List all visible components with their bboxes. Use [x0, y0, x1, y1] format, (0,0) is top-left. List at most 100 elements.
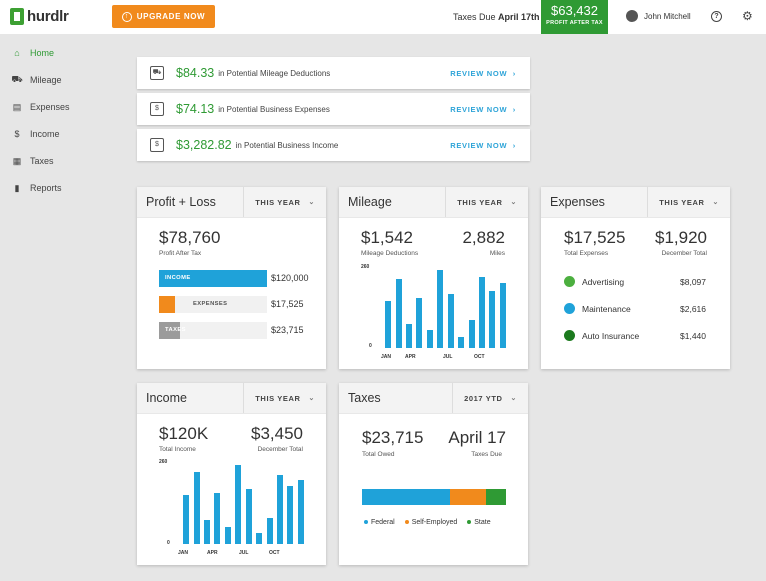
chart-bar — [395, 278, 402, 348]
logo-text: hurdlr — [27, 8, 69, 25]
taxes-bar-label: TAXES — [165, 327, 186, 333]
sidebar-item-taxes[interactable]: ▦ Taxes — [12, 156, 54, 167]
category-label: Advertising — [582, 276, 625, 287]
chart-plot — [181, 463, 306, 544]
sidebar-item-label: Home — [30, 48, 55, 58]
legend-dot — [404, 520, 409, 525]
range-dropdown[interactable]: THIS YEAR ⌄ — [647, 187, 730, 217]
self-employed-segment — [449, 489, 486, 505]
money-icon: $ — [150, 138, 164, 152]
card-header: Expenses THIS YEAR ⌄ — [541, 187, 730, 218]
mileage-deductions-value: $1,542 — [361, 228, 413, 247]
hurdlr-logo[interactable]: hurdlr — [10, 8, 69, 25]
card-title: Income — [146, 391, 187, 405]
deduction-amount: $3,282.82 — [176, 138, 232, 152]
chart-bar — [478, 277, 485, 348]
profit-amount: $63,432 — [551, 3, 598, 18]
chart-bar — [287, 486, 294, 544]
x-label: JUL — [239, 550, 249, 556]
user-menu[interactable]: John Mitchell — [626, 10, 691, 22]
chevron-down-icon: ⌄ — [510, 199, 517, 206]
chart-bar — [297, 480, 304, 544]
review-now-link[interactable]: REVIEW NOW › — [450, 140, 516, 150]
review-now-label: REVIEW NOW — [450, 140, 508, 150]
x-label: APR — [207, 550, 218, 556]
sidebar-item-reports[interactable]: ▮ Reports — [12, 182, 62, 194]
y-max-label: 260 — [159, 459, 168, 465]
total-income-label: Total Income — [159, 446, 196, 453]
total-expenses-value: $17,525 — [564, 228, 626, 247]
expense-category-row[interactable]: Auto Insurance $1,440 — [564, 330, 706, 341]
sidebar-item-income[interactable]: $ Income — [12, 129, 59, 139]
range-label: THIS YEAR — [255, 393, 301, 403]
expenses-value: $17,525 — [271, 299, 304, 309]
arrow-up-icon: ↑ — [121, 11, 132, 22]
sidebar-item-mileage[interactable]: ⛟ Mileage — [11, 74, 62, 85]
help-icon[interactable]: ? — [711, 11, 722, 22]
range-dropdown[interactable]: THIS YEAR ⌄ — [445, 187, 528, 217]
mileage-deduction-row[interactable]: ⛟ $84.33 in Potential Mileage Deductions… — [137, 57, 530, 89]
chart-icon: ▮ — [14, 182, 20, 193]
car-icon: ⛟ — [11, 74, 23, 84]
chart-bar — [204, 520, 211, 544]
gear-icon[interactable]: ⚙ — [742, 9, 753, 23]
expense-category-row[interactable]: Advertising $8,097 — [564, 276, 706, 287]
sidebar-item-label: Mileage — [30, 75, 62, 85]
review-now-link[interactable]: REVIEW NOW › — [450, 68, 516, 78]
taxes-due-date: April 17th — [498, 12, 540, 22]
chart-bar — [458, 337, 465, 348]
expenses-card: Expenses THIS YEAR ⌄ $17,525 Total Expens… — [541, 187, 730, 369]
card-title: Taxes — [348, 391, 381, 405]
upgrade-button[interactable]: ↑ UPGRADE NOW — [112, 5, 215, 28]
x-label: JAN — [178, 550, 189, 556]
x-label: APR — [405, 354, 416, 360]
december-income-value: $3,450 — [251, 424, 303, 443]
mileage-chart: 260 0 JAN APR JUL OCT — [361, 264, 511, 361]
profit-after-tax-box[interactable]: $63,432 PROFIT AFTER TAX — [541, 0, 608, 34]
range-label: 2017 YTD — [464, 393, 503, 403]
income-bar-label: INCOME — [165, 275, 191, 281]
chevron-down-icon: ⌄ — [308, 395, 315, 402]
review-now-link[interactable]: REVIEW NOW › — [450, 104, 516, 114]
chart-bar — [235, 464, 242, 544]
chart-bar — [437, 269, 444, 348]
card-title: Expenses — [550, 195, 605, 209]
receipt-icon: $ — [150, 102, 164, 116]
income-value: $120,000 — [271, 273, 309, 283]
total-expenses-label: Total Expenses — [564, 250, 609, 257]
legend-self-employed: Self-Employed — [404, 519, 457, 526]
card-header: Income THIS YEAR ⌄ — [137, 383, 326, 414]
range-dropdown[interactable]: 2017 YTD ⌄ — [452, 383, 528, 413]
deduction-amount: $74.13 — [176, 102, 215, 116]
chart-bar — [499, 283, 506, 348]
miles-label: Miles — [489, 250, 505, 257]
income-bar-fill — [159, 270, 267, 287]
upgrade-label: UPGRADE NOW — [136, 12, 206, 21]
chart-bar — [256, 533, 263, 544]
expense-category-row[interactable]: Maintenance $2,616 — [564, 303, 706, 314]
legend-dot — [467, 520, 472, 525]
range-dropdown[interactable]: THIS YEAR ⌄ — [243, 383, 326, 413]
chart-bar — [276, 475, 283, 544]
sidebar-item-expenses[interactable]: ▤ Expenses — [12, 102, 70, 113]
card-header: Profit + Loss THIS YEAR ⌄ — [137, 187, 326, 218]
expense-deduction-row[interactable]: $ $74.13 in Potential Business Expenses … — [137, 93, 530, 125]
sidebar-item-label: Reports — [30, 183, 62, 193]
range-dropdown[interactable]: THIS YEAR ⌄ — [243, 187, 326, 217]
december-expenses-value: $1,920 — [655, 228, 707, 247]
card-header: Taxes 2017 YTD ⌄ — [339, 383, 528, 414]
category-value: $1,440 — [680, 330, 706, 341]
profit-value: $78,760 — [159, 228, 221, 247]
taxes-bar-fill — [159, 322, 181, 339]
income-deduction-row[interactable]: $ $3,282.82 in Potential Business Income… — [137, 129, 530, 161]
mileage-deductions-label: Mileage Deductions — [361, 250, 419, 257]
category-dot — [564, 276, 575, 287]
sidebar-item-home[interactable]: ⌂ Home — [12, 48, 54, 58]
sidebar-item-label: Expenses — [30, 102, 70, 112]
deduction-amount: $84.33 — [176, 66, 215, 80]
chart-bar — [224, 526, 231, 544]
sidebar-item-label: Taxes — [30, 156, 54, 166]
legend-federal: Federal — [364, 519, 395, 526]
category-label: Auto Insurance — [582, 330, 640, 341]
income-bar: INCOME — [159, 270, 267, 287]
